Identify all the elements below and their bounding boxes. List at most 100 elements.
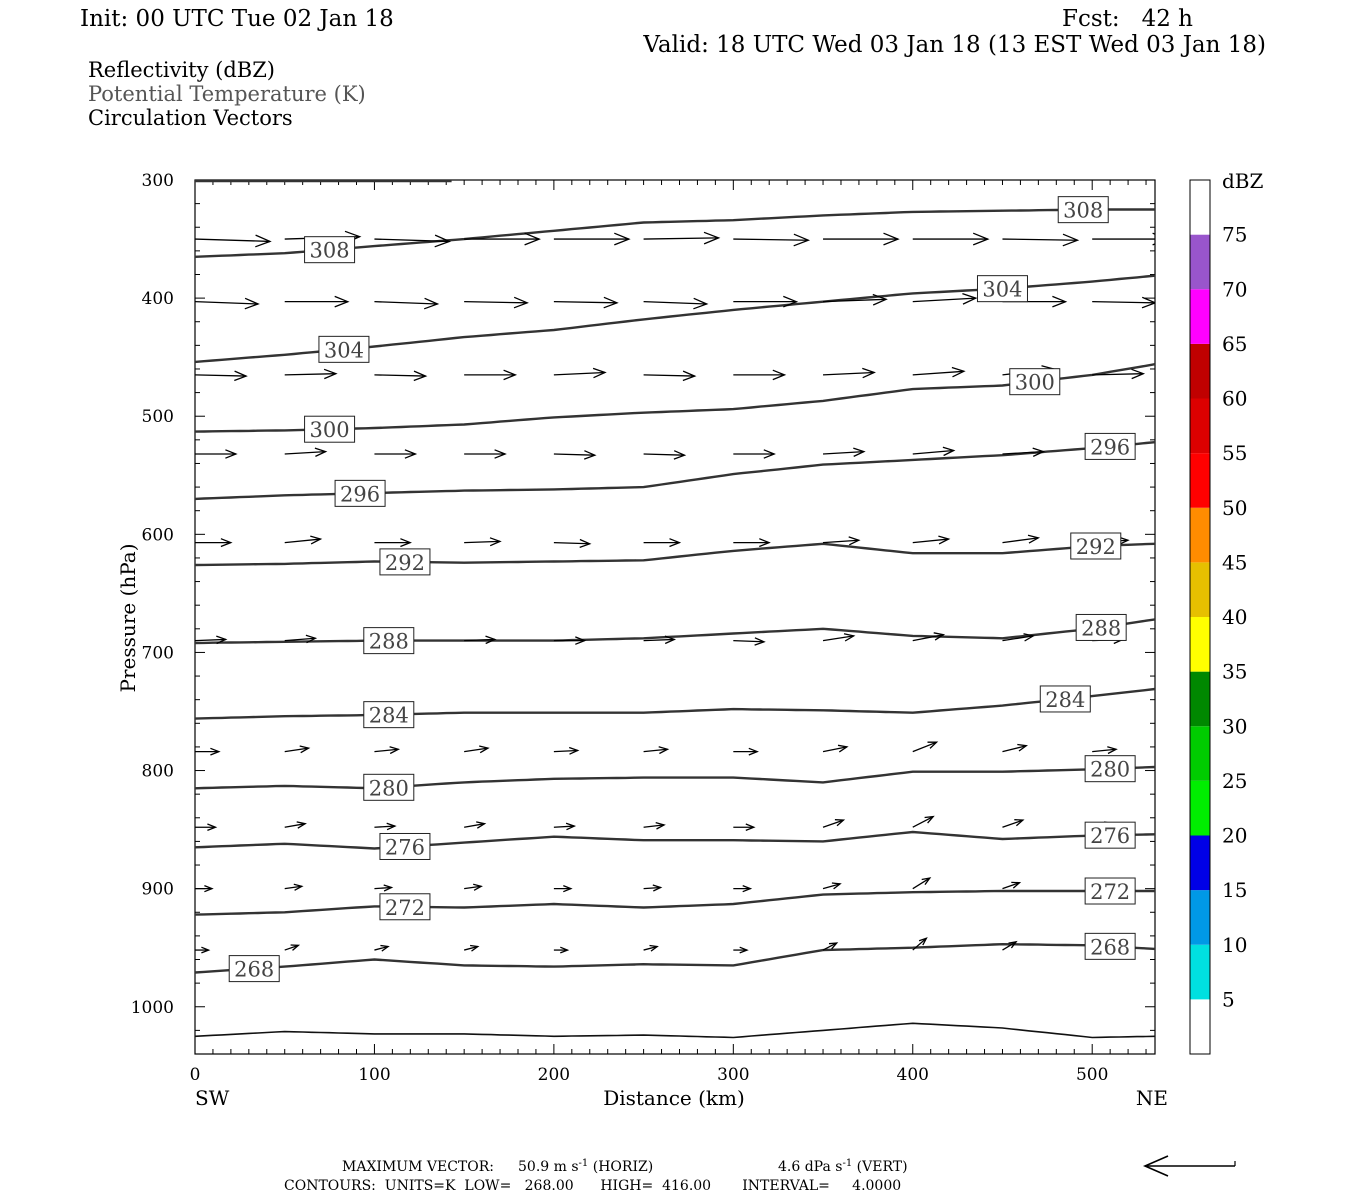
vector-shaft — [284, 823, 306, 828]
vector-head — [244, 297, 260, 310]
circulation-vector — [912, 632, 946, 642]
vector-head — [649, 944, 659, 952]
contour-label-box — [1075, 613, 1127, 641]
contour-label: 280 — [1090, 758, 1130, 782]
vector-shaft — [1092, 373, 1144, 376]
y-tick-label: 700 — [142, 643, 174, 663]
vector-head — [938, 535, 951, 545]
vector-head — [476, 821, 487, 829]
circulation-vector — [1092, 746, 1118, 755]
circulation-vector — [464, 449, 507, 459]
circulation-vector — [553, 232, 631, 246]
circulation-vector — [822, 744, 849, 753]
contour-label-box — [379, 832, 431, 860]
x-right-endpoint: NE — [1136, 1086, 1168, 1110]
y-axis: 300 400 500 600 700 800 900 1000 — [131, 171, 174, 1018]
vector-shaft — [284, 944, 299, 951]
circulation-vector — [374, 234, 452, 248]
circulation-vector — [374, 944, 390, 952]
vector-head — [754, 637, 766, 646]
contour-label-box — [379, 893, 431, 921]
circulation-vector — [374, 538, 412, 548]
vector-shaft — [195, 374, 247, 377]
vector-shaft — [643, 237, 719, 240]
vector-head — [1027, 534, 1041, 544]
vector-shaft — [1092, 301, 1155, 304]
vector-shaft — [643, 638, 675, 642]
circulation-vector — [464, 635, 497, 645]
y-tick-label: 900 — [142, 880, 174, 900]
vector-head — [951, 366, 966, 378]
vector-head — [310, 535, 323, 545]
vector-head — [942, 446, 956, 457]
colorbar-label: 30 — [1222, 714, 1247, 738]
y-tick-label: 1000 — [131, 998, 174, 1018]
y-tick-label: 500 — [142, 407, 174, 427]
vector-head — [383, 884, 394, 892]
contour-label: 276 — [385, 835, 425, 859]
vector-head — [579, 538, 592, 549]
theta-contour-284 — [195, 687, 1155, 720]
colorbar-label: 50 — [1222, 496, 1247, 520]
vector-head — [568, 746, 580, 755]
colorbar-label: 70 — [1222, 277, 1247, 301]
circulation-vector — [1002, 743, 1028, 753]
vector-head — [918, 937, 928, 946]
contour-label: 280 — [369, 776, 409, 800]
colorbar-label: 45 — [1222, 550, 1247, 574]
vector-head — [793, 233, 811, 247]
circulation-vector — [733, 449, 776, 459]
vector-head — [305, 634, 318, 644]
vector-head — [293, 883, 304, 891]
vector-shaft — [374, 238, 450, 243]
contour-labels: 308 308 304 304 300 300 296 296 292 292 288 288 284 2… — [228, 196, 1136, 983]
circulation-vector — [1002, 233, 1080, 247]
reference-vector-arrow — [1142, 1155, 1236, 1177]
x-axis: 0 100 200 300 400 500 — [190, 1065, 1109, 1085]
circulation-vector — [195, 297, 260, 310]
vector-shaft — [823, 298, 887, 303]
circulation-vector — [284, 821, 307, 829]
circulation-vector — [1002, 881, 1022, 890]
x-tick-label: 200 — [538, 1065, 570, 1085]
vector-shaft — [1092, 748, 1117, 753]
theta-contour-292 — [195, 542, 1155, 567]
circulation-vector — [643, 635, 677, 645]
y-tick-label: 800 — [142, 762, 174, 782]
vector-head — [386, 822, 397, 831]
vector-head — [772, 369, 787, 381]
colorbar-swatch — [1190, 617, 1210, 672]
vector-shaft — [195, 301, 259, 305]
vector-shaft — [1002, 450, 1044, 455]
vector-head — [290, 944, 301, 951]
vector-shaft — [553, 371, 606, 376]
circulation-vector — [1002, 447, 1046, 457]
plot-frame — [194, 179, 1156, 1055]
vector-head — [204, 884, 214, 893]
vector-shaft — [912, 297, 976, 303]
theta-contour-272 — [195, 889, 1155, 916]
circulation-vector — [733, 747, 759, 756]
vector-head — [216, 635, 228, 645]
vector-head — [485, 635, 497, 645]
contour-label-box — [1084, 877, 1136, 905]
colorbar-swatch — [1190, 507, 1210, 563]
vector-shaft — [284, 637, 316, 642]
vector-head — [933, 632, 946, 641]
vector-head — [524, 232, 541, 246]
circulation-vector — [374, 449, 418, 459]
circulation-vector — [1002, 633, 1035, 642]
vector-head — [703, 231, 721, 245]
colorbar-title: dBZ — [1222, 169, 1264, 193]
vector-shaft — [912, 877, 931, 890]
init-time: Init: 00 UTC Tue 02 Jan 18 — [80, 6, 394, 32]
circulation-vector — [1092, 232, 1155, 246]
vector-head — [1141, 296, 1155, 309]
vector-head — [323, 368, 338, 380]
vector-shaft — [284, 450, 326, 455]
theta-contour-280 — [195, 765, 1155, 790]
vector-shaft — [912, 370, 964, 376]
vector-head — [1008, 940, 1018, 949]
contour-label-box — [1084, 821, 1136, 849]
